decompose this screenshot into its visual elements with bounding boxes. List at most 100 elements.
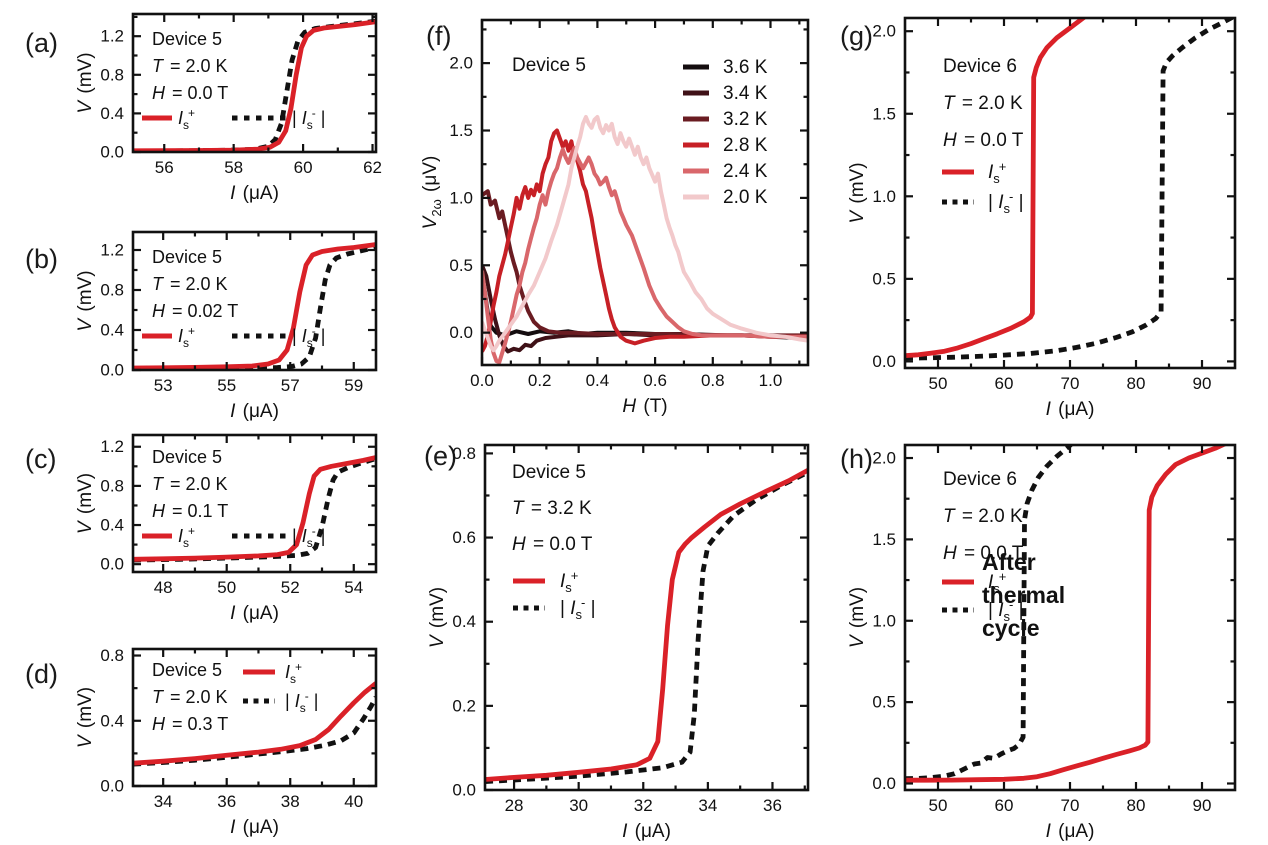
plot-frame — [131, 433, 378, 574]
y-tick-label: 0.5 — [449, 256, 473, 275]
info-line: H = 0.1 T — [152, 501, 228, 521]
series-Is-pos — [905, 445, 1227, 783]
y-tick-label: 0.8 — [452, 444, 476, 463]
info-line: T = 3.2 K — [512, 498, 592, 519]
info-line: Device 5 — [152, 447, 222, 467]
legend-label: Is+ — [988, 569, 1006, 596]
series-Is-pos — [905, 18, 1087, 358]
plot-frame — [131, 230, 378, 372]
x-tick-label: 90 — [1193, 796, 1212, 815]
x-axis-label: I (μA) — [1046, 821, 1095, 842]
panel-g: (g) 50 60 70 80 90 0.0 0.5 1.0 1.5 2.0 I (μA) V (mV)… — [840, 0, 1268, 420]
info-line: T = 2.0 K — [943, 506, 1023, 527]
panel-e-plot: (e) 28 30 32 34 36 0.0 0.2 0.4 0.6 0.8 I (μA) V (mV)… — [424, 441, 810, 842]
panel-e: (e) 28 30 32 34 36 0.0 0.2 0.4 0.6 0.8 I (μA) V (mV)… — [420, 420, 840, 845]
y-axis-label: V (mV) — [75, 473, 96, 534]
series-Is-neg — [485, 470, 808, 784]
x-tick-label: 36 — [763, 796, 782, 815]
y-tick-label: 0.5 — [872, 269, 896, 288]
y-axis-label: V (mV) — [75, 52, 96, 113]
info-line: T = 2.0 K — [152, 274, 228, 294]
panel-h: (h) 50 60 70 80 90 0.0 0.5 1.0 1.5 2.0 I (μA) V (mV)… — [840, 420, 1268, 845]
x-tick-label: 60 — [995, 796, 1014, 815]
x-tick-label: 57 — [281, 376, 300, 395]
y-tick-label: 0.4 — [100, 516, 124, 535]
x-tick-label: 30 — [569, 796, 588, 815]
y-tick-label: 0.0 — [100, 555, 124, 574]
series-T2.0K — [482, 115, 808, 353]
y-tick-label: 0.0 — [872, 774, 896, 793]
legend-label: 2.8 K — [723, 135, 768, 156]
y-tick-label: 2.0 — [872, 449, 896, 468]
legend-label: | Is- | — [292, 324, 325, 350]
x-tick-label: 50 — [929, 374, 948, 393]
y-axis-label: V (mV) — [427, 587, 448, 648]
panel-label: (g) — [840, 21, 873, 51]
x-tick-label: 0.4 — [586, 371, 610, 390]
x-axis-label: I (μA) — [1046, 399, 1095, 420]
x-tick-label: 52 — [281, 578, 300, 597]
legend-label: | Is- | — [292, 106, 325, 132]
x-tick-label: 0.0 — [470, 371, 494, 390]
legend-label: Is+ — [178, 324, 195, 350]
y-tick-label: 0.0 — [100, 361, 124, 380]
panel-f-plot: (f) 0.0 0.2 0.4 0.6 0.8 1.0 0.0 0.5 1.0 1.5 2.0 H (T… — [420, 18, 810, 417]
y-tick-label: 0.4 — [100, 711, 124, 730]
y-tick-label: 1.2 — [100, 27, 124, 46]
series-T2.4K — [482, 146, 808, 365]
y-tick-label: 0.0 — [452, 781, 476, 800]
y-tick-label: 0.0 — [872, 352, 896, 371]
y-tick-label: 0.2 — [452, 696, 476, 715]
y-axis-label: V (mV) — [75, 687, 96, 748]
y-tick-label: 2.0 — [449, 54, 473, 73]
y-tick-label: 2.0 — [872, 22, 896, 41]
x-tick-label: 34 — [154, 792, 173, 811]
x-tick-label: 70 — [1061, 374, 1080, 393]
x-tick-label: 53 — [154, 376, 173, 395]
series-T3.6K — [482, 275, 808, 340]
x-tick-label: 28 — [505, 796, 524, 815]
plot-frame — [480, 18, 810, 367]
legend-label: | Is- | — [988, 597, 1024, 624]
info-line: T = 2.0 K — [152, 474, 228, 494]
x-tick-label: 0.2 — [528, 371, 552, 390]
panel-label: (c) — [25, 444, 56, 474]
x-tick-label: 32 — [634, 796, 653, 815]
y-axis-label: V (mV) — [847, 587, 868, 648]
series-Is-neg — [905, 18, 1235, 361]
panel-d: (d) 34 36 38 40 0.0 0.4 0.8 I (μA) V (mV) Device 5… — [0, 618, 420, 845]
x-axis-label: I (μA) — [230, 817, 279, 838]
x-tick-label: 0.8 — [701, 371, 725, 390]
y-tick-label: 0.0 — [100, 143, 124, 162]
y-tick-label: 0.0 — [100, 777, 124, 796]
panel-f: (f) 0.0 0.2 0.4 0.6 0.8 1.0 0.0 0.5 1.0 1.5 2.0 H (T… — [420, 0, 840, 420]
legend-label: Is+ — [178, 524, 195, 550]
y-tick-label: 0.4 — [100, 321, 124, 340]
panel-c: (c) 48 50 52 54 0.0 0.4 0.8 1.2 I (μA) V (mV) Devic… — [0, 405, 420, 624]
y-tick-label: 0.4 — [100, 104, 124, 123]
x-tick-label: 60 — [995, 374, 1014, 393]
x-tick-label: 55 — [217, 376, 236, 395]
legend-label: 2.4 K — [723, 161, 768, 182]
y-tick-label: 1.2 — [100, 241, 124, 260]
legend-label: | Is- | — [285, 689, 318, 715]
x-tick-label: 56 — [155, 158, 174, 177]
panel-d-plot: (d) 34 36 38 40 0.0 0.4 0.8 I (μA) V (mV) Device 5… — [25, 646, 378, 838]
series-Is-pos — [133, 455, 376, 562]
y-axis-label: V (mV) — [75, 270, 96, 331]
y-tick-label: 0.8 — [100, 281, 124, 300]
y-tick-label: 1.5 — [872, 104, 896, 123]
plot-frame — [903, 443, 1237, 792]
y-tick-label: 1.2 — [100, 437, 124, 456]
panel-label: (h) — [840, 444, 873, 474]
x-tick-label: 0.6 — [643, 371, 667, 390]
x-tick-label: 80 — [1127, 374, 1146, 393]
x-tick-label: 58 — [224, 158, 243, 177]
info-line: H = 0.0 T — [943, 130, 1024, 151]
x-tick-label: 34 — [698, 796, 717, 815]
info-line: T = 2.0 K — [152, 687, 228, 707]
y-tick-label: 1.0 — [872, 187, 896, 206]
info-line: T = 2.0 K — [152, 56, 228, 76]
y-tick-label: 0.5 — [872, 693, 896, 712]
legend-label: 2.0 K — [723, 187, 768, 208]
